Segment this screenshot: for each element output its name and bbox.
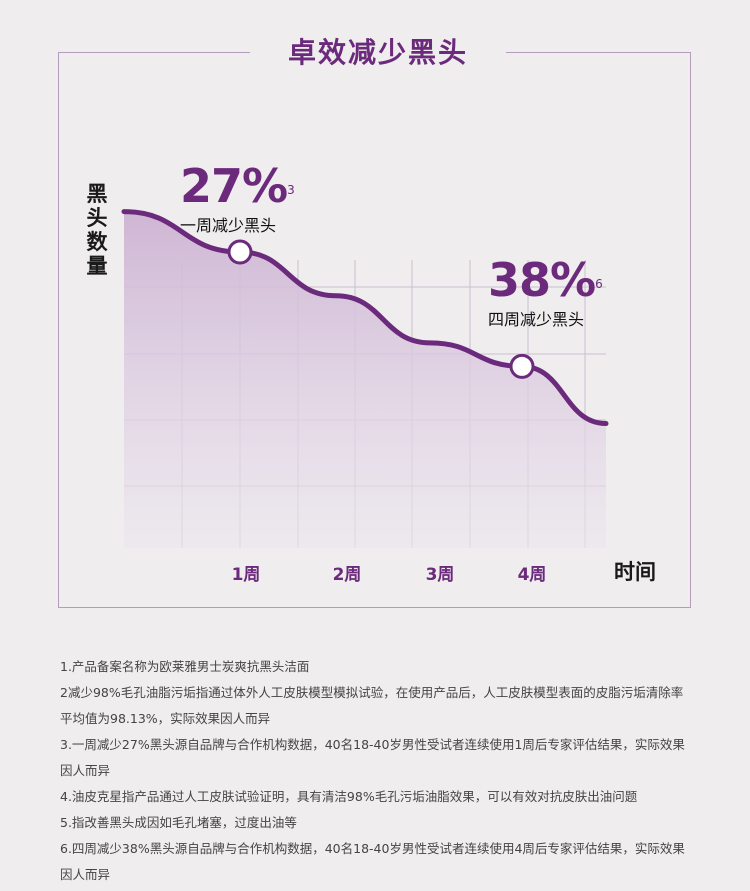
x-tick-label: 2周 bbox=[332, 565, 362, 585]
y-axis-label: 黑头数量 bbox=[86, 182, 108, 278]
x-axis-label: 时间 bbox=[614, 560, 656, 584]
callout-percent: 38% bbox=[488, 253, 596, 307]
footnote: 4.油皮克星指产品通过人工皮肤试验证明，具有清洁98%毛孔污垢油脂效果，可以有效… bbox=[60, 789, 638, 804]
footnote: 5.指改善黑头成因如毛孔堵塞，过度出油等 bbox=[60, 815, 297, 830]
x-tick-label: 3周 bbox=[425, 565, 455, 585]
data-point-marker bbox=[227, 239, 253, 265]
callout-text: 一周减少黑头 bbox=[180, 216, 277, 235]
series-line bbox=[121, 209, 609, 427]
x-tick-label: 1周 bbox=[231, 565, 261, 585]
page-title: 卓效减少黑头 bbox=[250, 30, 506, 76]
callout-week1: 27%3 一周减少黑头 bbox=[180, 159, 295, 236]
footnotes: 1.产品备案名称为欧莱雅男士炭爽抗黑头洁面 2减少98%毛孔油脂污垢指通过体外人… bbox=[60, 654, 694, 888]
footnote: 3.一周减少27%黑头源自品牌与合作机构数据，40名18-40岁男性受试者连续使… bbox=[60, 737, 685, 778]
callout-text: 四周减少黑头 bbox=[488, 310, 585, 329]
callout-week4: 38%6 四周减少黑头 bbox=[488, 253, 603, 330]
footnote-ref: 3 bbox=[287, 183, 295, 197]
footnote: 2减少98%毛孔油脂污垢指通过体外人工皮肤模型模拟试验，在使用产品后，人工皮肤模… bbox=[60, 685, 684, 726]
footnote: 1.产品备案名称为欧莱雅男士炭爽抗黑头洁面 bbox=[60, 659, 310, 674]
series-area bbox=[124, 211, 606, 549]
footnote-ref: 6 bbox=[595, 277, 603, 291]
footnote: 6.四周减少38%黑头源自品牌与合作机构数据，40名18-40岁男性受试者连续使… bbox=[60, 841, 685, 882]
data-point-marker bbox=[509, 353, 535, 379]
x-tick-label: 4周 bbox=[517, 565, 547, 585]
callout-percent: 27% bbox=[180, 159, 288, 213]
